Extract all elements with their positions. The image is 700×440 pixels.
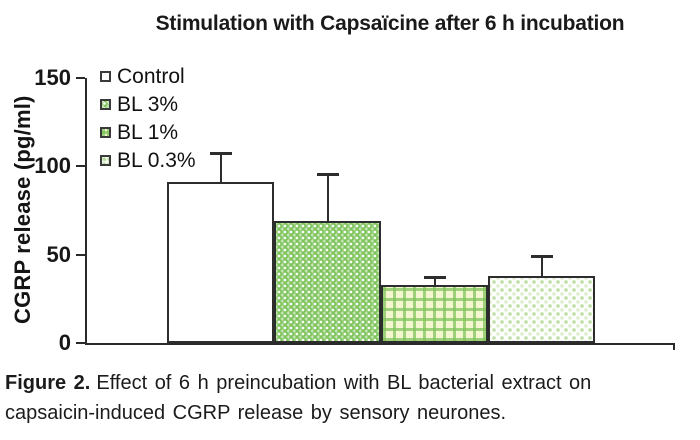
legend-item-bl-1-: BL 1% bbox=[100, 118, 196, 146]
bar-control bbox=[167, 182, 274, 343]
legend-swatch-bl-3- bbox=[100, 98, 111, 110]
error-bar-control bbox=[219, 152, 222, 182]
y-tick-mark-150 bbox=[76, 77, 85, 79]
error-cap-control bbox=[209, 152, 232, 155]
x-axis-end-tick bbox=[673, 343, 675, 350]
legend-item-bl-3-: BL 3% bbox=[100, 90, 196, 118]
error-bar-bl-0.3- bbox=[540, 255, 543, 276]
y-tick-label-0: 0 bbox=[58, 330, 71, 355]
bar-bl-1- bbox=[381, 285, 488, 343]
y-tick-label-50: 50 bbox=[46, 241, 71, 267]
legend-swatch-bl-0.3- bbox=[100, 154, 111, 166]
legend-label: BL 1% bbox=[117, 120, 179, 144]
legend-swatch-bl-1- bbox=[100, 126, 111, 138]
bar-bl-0.3- bbox=[488, 276, 595, 343]
error-cap-bl-1- bbox=[423, 276, 446, 279]
plot-area: 0 50 100 150 bbox=[34, 65, 675, 355]
y-tick-label-150: 150 bbox=[34, 65, 71, 90]
legend-label: Control bbox=[117, 64, 185, 88]
legend-swatch-control bbox=[100, 70, 111, 82]
y-tick-mark-50 bbox=[76, 253, 85, 256]
figure-caption: Figure 2. Effect of 6 h preincubation wit… bbox=[5, 368, 657, 428]
legend-label: BL 3% bbox=[117, 92, 179, 116]
legend-label: BL 0.3% bbox=[117, 148, 196, 172]
y-tick-label-100: 100 bbox=[34, 153, 71, 179]
error-cap-bl-0.3- bbox=[530, 255, 553, 258]
legend-item-control: Control bbox=[100, 62, 196, 90]
error-cap-bl-3- bbox=[316, 173, 339, 176]
y-tick-mark-100 bbox=[76, 165, 85, 168]
legend-item-bl-0.3-: BL 0.3% bbox=[100, 146, 196, 174]
legend: Control BL 3% BL 1% BL 0.3% bbox=[100, 62, 196, 174]
figure-caption-text: Effect of 6 h preincubation with BL bact… bbox=[5, 372, 592, 424]
y-axis-label: CGRP release (pg/ml) bbox=[10, 95, 35, 325]
error-bar-bl-1- bbox=[433, 276, 436, 285]
y-tick-mark-0 bbox=[76, 342, 85, 344]
chart-title: Stimulation with Capsaïcine after 6 h in… bbox=[155, 12, 625, 35]
bar-bl-3- bbox=[274, 221, 381, 343]
error-bar-bl-3- bbox=[326, 173, 329, 221]
figure-caption-label: Figure 2. bbox=[5, 372, 91, 394]
